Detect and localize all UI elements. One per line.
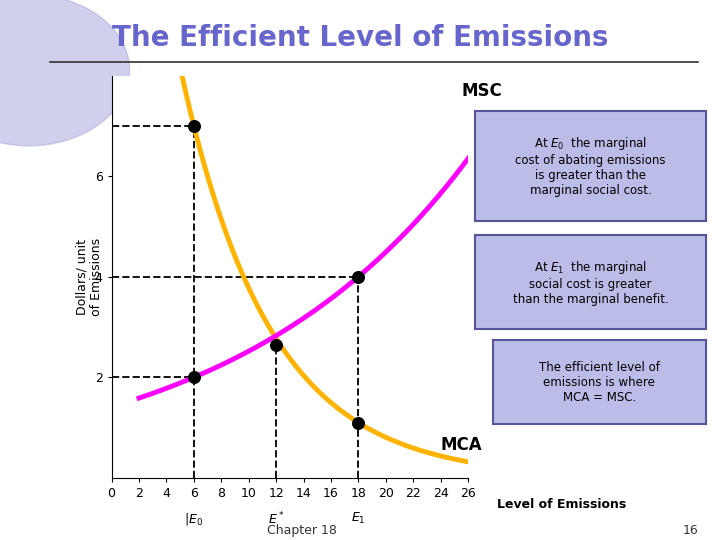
Point	[353, 272, 364, 281]
Circle shape	[0, 0, 130, 146]
Text: Chapter 18: Chapter 18	[267, 523, 338, 537]
Point	[353, 418, 364, 427]
Text: $E_1$: $E_1$	[351, 511, 366, 525]
Text: At $E_0$  the marginal
cost of abating emissions
is greater than the
marginal so: At $E_0$ the marginal cost of abating em…	[515, 135, 666, 197]
Text: 16: 16	[683, 523, 698, 537]
Point	[188, 122, 199, 130]
Text: At $E_1$  the marginal
social cost is greater
than the marginal benefit.: At $E_1$ the marginal social cost is gre…	[513, 259, 668, 306]
Text: $|E_0$: $|E_0$	[184, 511, 204, 526]
Y-axis label: Dollars/ unit
of Emissions: Dollars/ unit of Emissions	[75, 238, 103, 316]
Text: MSC: MSC	[461, 82, 502, 100]
Text: The Efficient Level of Emissions: The Efficient Level of Emissions	[112, 24, 608, 52]
Point	[188, 373, 199, 382]
Text: $E^*$: $E^*$	[268, 511, 284, 527]
Text: MCA: MCA	[441, 436, 482, 454]
Point	[270, 340, 282, 349]
Text: Level of Emissions: Level of Emissions	[497, 497, 626, 511]
Text: The efficient level of
emissions is where
MCA = MSC.: The efficient level of emissions is wher…	[539, 361, 660, 403]
